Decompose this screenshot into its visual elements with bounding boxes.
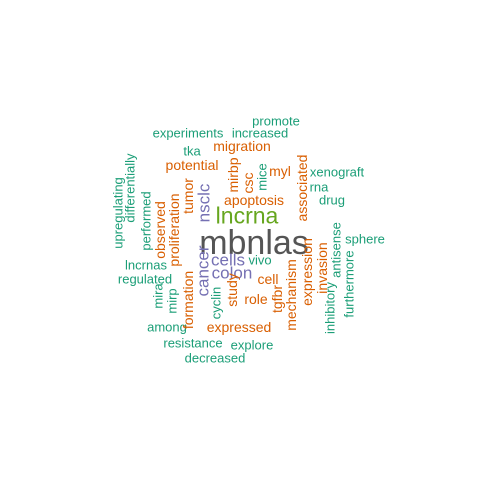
word-mira: mira (150, 283, 166, 309)
word-colon: colon (211, 263, 253, 283)
word-potential: potential (165, 157, 219, 173)
word-upregulating: upregulating (110, 177, 126, 249)
word-rna: rna (309, 179, 329, 195)
word-tumor: tumor (180, 178, 196, 214)
word-inhibitory: inhibitory (322, 281, 338, 335)
word-nsclc: nsclc (194, 183, 214, 223)
word-cell: cell (257, 271, 279, 287)
word-expression: expression (299, 238, 315, 306)
word-promote: promote (252, 113, 300, 129)
word-proliferation: proliferation (166, 193, 182, 267)
word-cyclin: cyclin (208, 286, 224, 320)
word-drug: drug (318, 192, 346, 208)
word-mirbp: mirbp (225, 157, 241, 193)
word-formation: formation (180, 270, 196, 330)
word-expressed: expressed (206, 319, 272, 335)
word-apoptosis: apoptosis (224, 192, 284, 208)
word-mirp: mirp (164, 288, 180, 314)
word-csc: csc (240, 172, 256, 194)
word-mechanism: mechanism (283, 259, 299, 331)
word-xenograft: xenograft (309, 164, 365, 180)
word-vivo: vivo (248, 252, 272, 268)
word-tgfbr: tgfbr (269, 284, 285, 314)
word-explore: explore (230, 337, 274, 353)
word-lncrnas: lncrnas (125, 257, 167, 273)
word-experiments: experiments (152, 125, 224, 141)
word-mice: mice (254, 163, 270, 191)
word-cells: cells (210, 250, 246, 270)
word-sphere: sphere (345, 231, 385, 247)
word-resistance: resistance (163, 335, 223, 351)
word-increased: increased (231, 125, 289, 141)
word-observed: observed (152, 201, 168, 259)
word-performed: performed (138, 191, 154, 251)
word-regulated: regulated (117, 271, 173, 287)
word-myl: myl (269, 163, 291, 179)
word-furthermore: furthermore (341, 250, 357, 318)
word-mbnlas: mbnlas (199, 224, 309, 262)
word-lncrna: lncrna (215, 202, 279, 229)
word-decreased: decreased (184, 350, 246, 366)
word-tka: tka (183, 143, 201, 159)
word-among: among (147, 319, 187, 335)
word-migration: migration (213, 138, 271, 154)
word-study: study (224, 273, 240, 307)
word-role: role (244, 291, 268, 307)
word-associated: associated (294, 154, 310, 222)
